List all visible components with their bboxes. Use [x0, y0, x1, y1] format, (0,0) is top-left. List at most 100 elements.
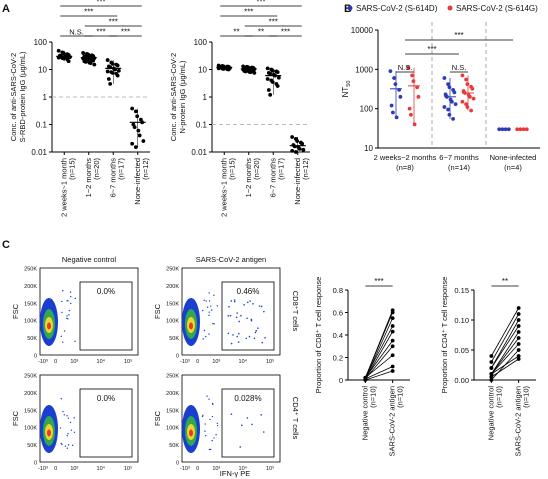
x-tick-label: 10³ — [70, 359, 78, 365]
chart-rbd-igg: 0.01 0.1 1 10 100 Conc. of anti-SARS-CoV-2S-R… — [9, 0, 150, 217]
event-dot — [204, 430, 206, 432]
data-point — [516, 306, 521, 310]
event-dot — [245, 337, 248, 340]
significance-label: *** — [109, 18, 118, 27]
y-tick-label: 10 — [364, 144, 373, 153]
data-point — [516, 336, 521, 340]
y-axis-title: FSC — [11, 303, 20, 319]
event-dot — [260, 305, 263, 308]
event-dot — [250, 318, 253, 321]
category-label: None-infected — [293, 158, 302, 205]
data-point — [265, 77, 270, 81]
y-tick-label: 250K — [166, 267, 179, 273]
y-tick-label: 0 — [176, 354, 179, 360]
category-n: (n=17) — [276, 157, 285, 179]
data-point — [106, 77, 111, 81]
event-dot — [246, 317, 248, 320]
event-dot — [216, 422, 219, 424]
y-tick-label: 100K — [166, 319, 179, 325]
gate-percentage: 0.0% — [97, 287, 115, 296]
event-dot — [237, 341, 240, 343]
event-dot — [208, 311, 210, 313]
category-label: 1~2 months — [244, 158, 253, 198]
data-point — [516, 357, 521, 361]
x-tick-label: -10³ — [180, 466, 190, 472]
event-dot — [227, 315, 230, 317]
category-label: 1~2 months — [84, 158, 93, 198]
group-n: (n=8) — [396, 163, 414, 172]
category-label: Negative control — [360, 386, 369, 441]
event-dot — [63, 414, 65, 416]
group-label: 6~7 months — [439, 153, 479, 162]
data-point — [290, 148, 295, 153]
category-n: (n=10) — [494, 385, 503, 407]
category-n: (n=12) — [141, 157, 150, 179]
event-dot — [262, 431, 265, 433]
event-dot — [73, 431, 76, 433]
panel-label-a: A — [2, 3, 10, 15]
gate-box — [79, 281, 133, 351]
pair-line — [491, 355, 519, 375]
y-axis-title: FSC — [153, 410, 162, 426]
data-point — [516, 342, 521, 346]
data-point — [489, 375, 494, 379]
data-point — [390, 316, 395, 321]
data-point — [300, 141, 305, 146]
data-point — [133, 145, 138, 150]
data-point — [252, 71, 257, 75]
event-dot — [210, 448, 212, 451]
data-point — [516, 330, 521, 334]
y-axis-title: FSC — [11, 410, 20, 426]
y-tick-label: 150K — [24, 301, 37, 307]
x-tick-label: 10⁵ — [266, 358, 274, 365]
flow-plot-frame — [181, 267, 281, 356]
event-dot — [70, 302, 72, 305]
data-point — [226, 67, 231, 72]
event-dot — [66, 415, 68, 417]
data-point — [136, 128, 141, 133]
data-point — [453, 102, 458, 107]
event-dot — [246, 301, 249, 304]
data-point — [516, 348, 521, 352]
y-tick-label: 0.10 — [454, 316, 469, 325]
event-dot — [264, 337, 266, 339]
y-axis-title: NT50 — [341, 81, 352, 98]
group-n: (n=14) — [448, 163, 470, 172]
data-point — [297, 146, 302, 151]
data-point — [515, 127, 520, 132]
y-tick-label: 50K — [27, 336, 37, 342]
data-point — [489, 354, 494, 358]
data-point — [390, 329, 395, 334]
category-n: (n=10) — [368, 385, 377, 407]
event-dot — [68, 314, 70, 316]
event-dot — [64, 445, 67, 447]
data-point — [83, 59, 88, 64]
y-tick-label: 0.2 — [333, 354, 343, 363]
event-dot — [205, 300, 207, 302]
y-tick-label: 100K — [24, 319, 37, 325]
data-point — [390, 353, 395, 358]
event-dot — [230, 300, 233, 302]
category-label: Negative control — [486, 386, 495, 441]
data-point — [398, 94, 403, 99]
event-dot — [213, 323, 215, 325]
data-point — [301, 147, 306, 152]
data-point — [92, 62, 97, 67]
y-tick-label: 150K — [166, 408, 179, 414]
event-dot — [211, 415, 214, 418]
data-point — [275, 70, 280, 75]
data-point — [141, 139, 146, 143]
event-dot — [261, 341, 264, 344]
chart-cd4-response: 0.00 0.05 0.10 0.15 Proportion of CD4⁺ T cel… — [440, 277, 536, 456]
data-point — [270, 68, 275, 73]
event-dot — [61, 300, 63, 303]
data-point — [460, 99, 465, 104]
event-dot — [202, 338, 204, 340]
x-tick-label: 10⁴ — [239, 465, 248, 472]
pair-line — [491, 325, 519, 369]
pair-line — [364, 312, 394, 378]
event-dot — [251, 423, 253, 426]
y-tick-label: 0 — [34, 354, 37, 360]
event-dot — [60, 335, 62, 338]
data-point — [416, 94, 421, 99]
